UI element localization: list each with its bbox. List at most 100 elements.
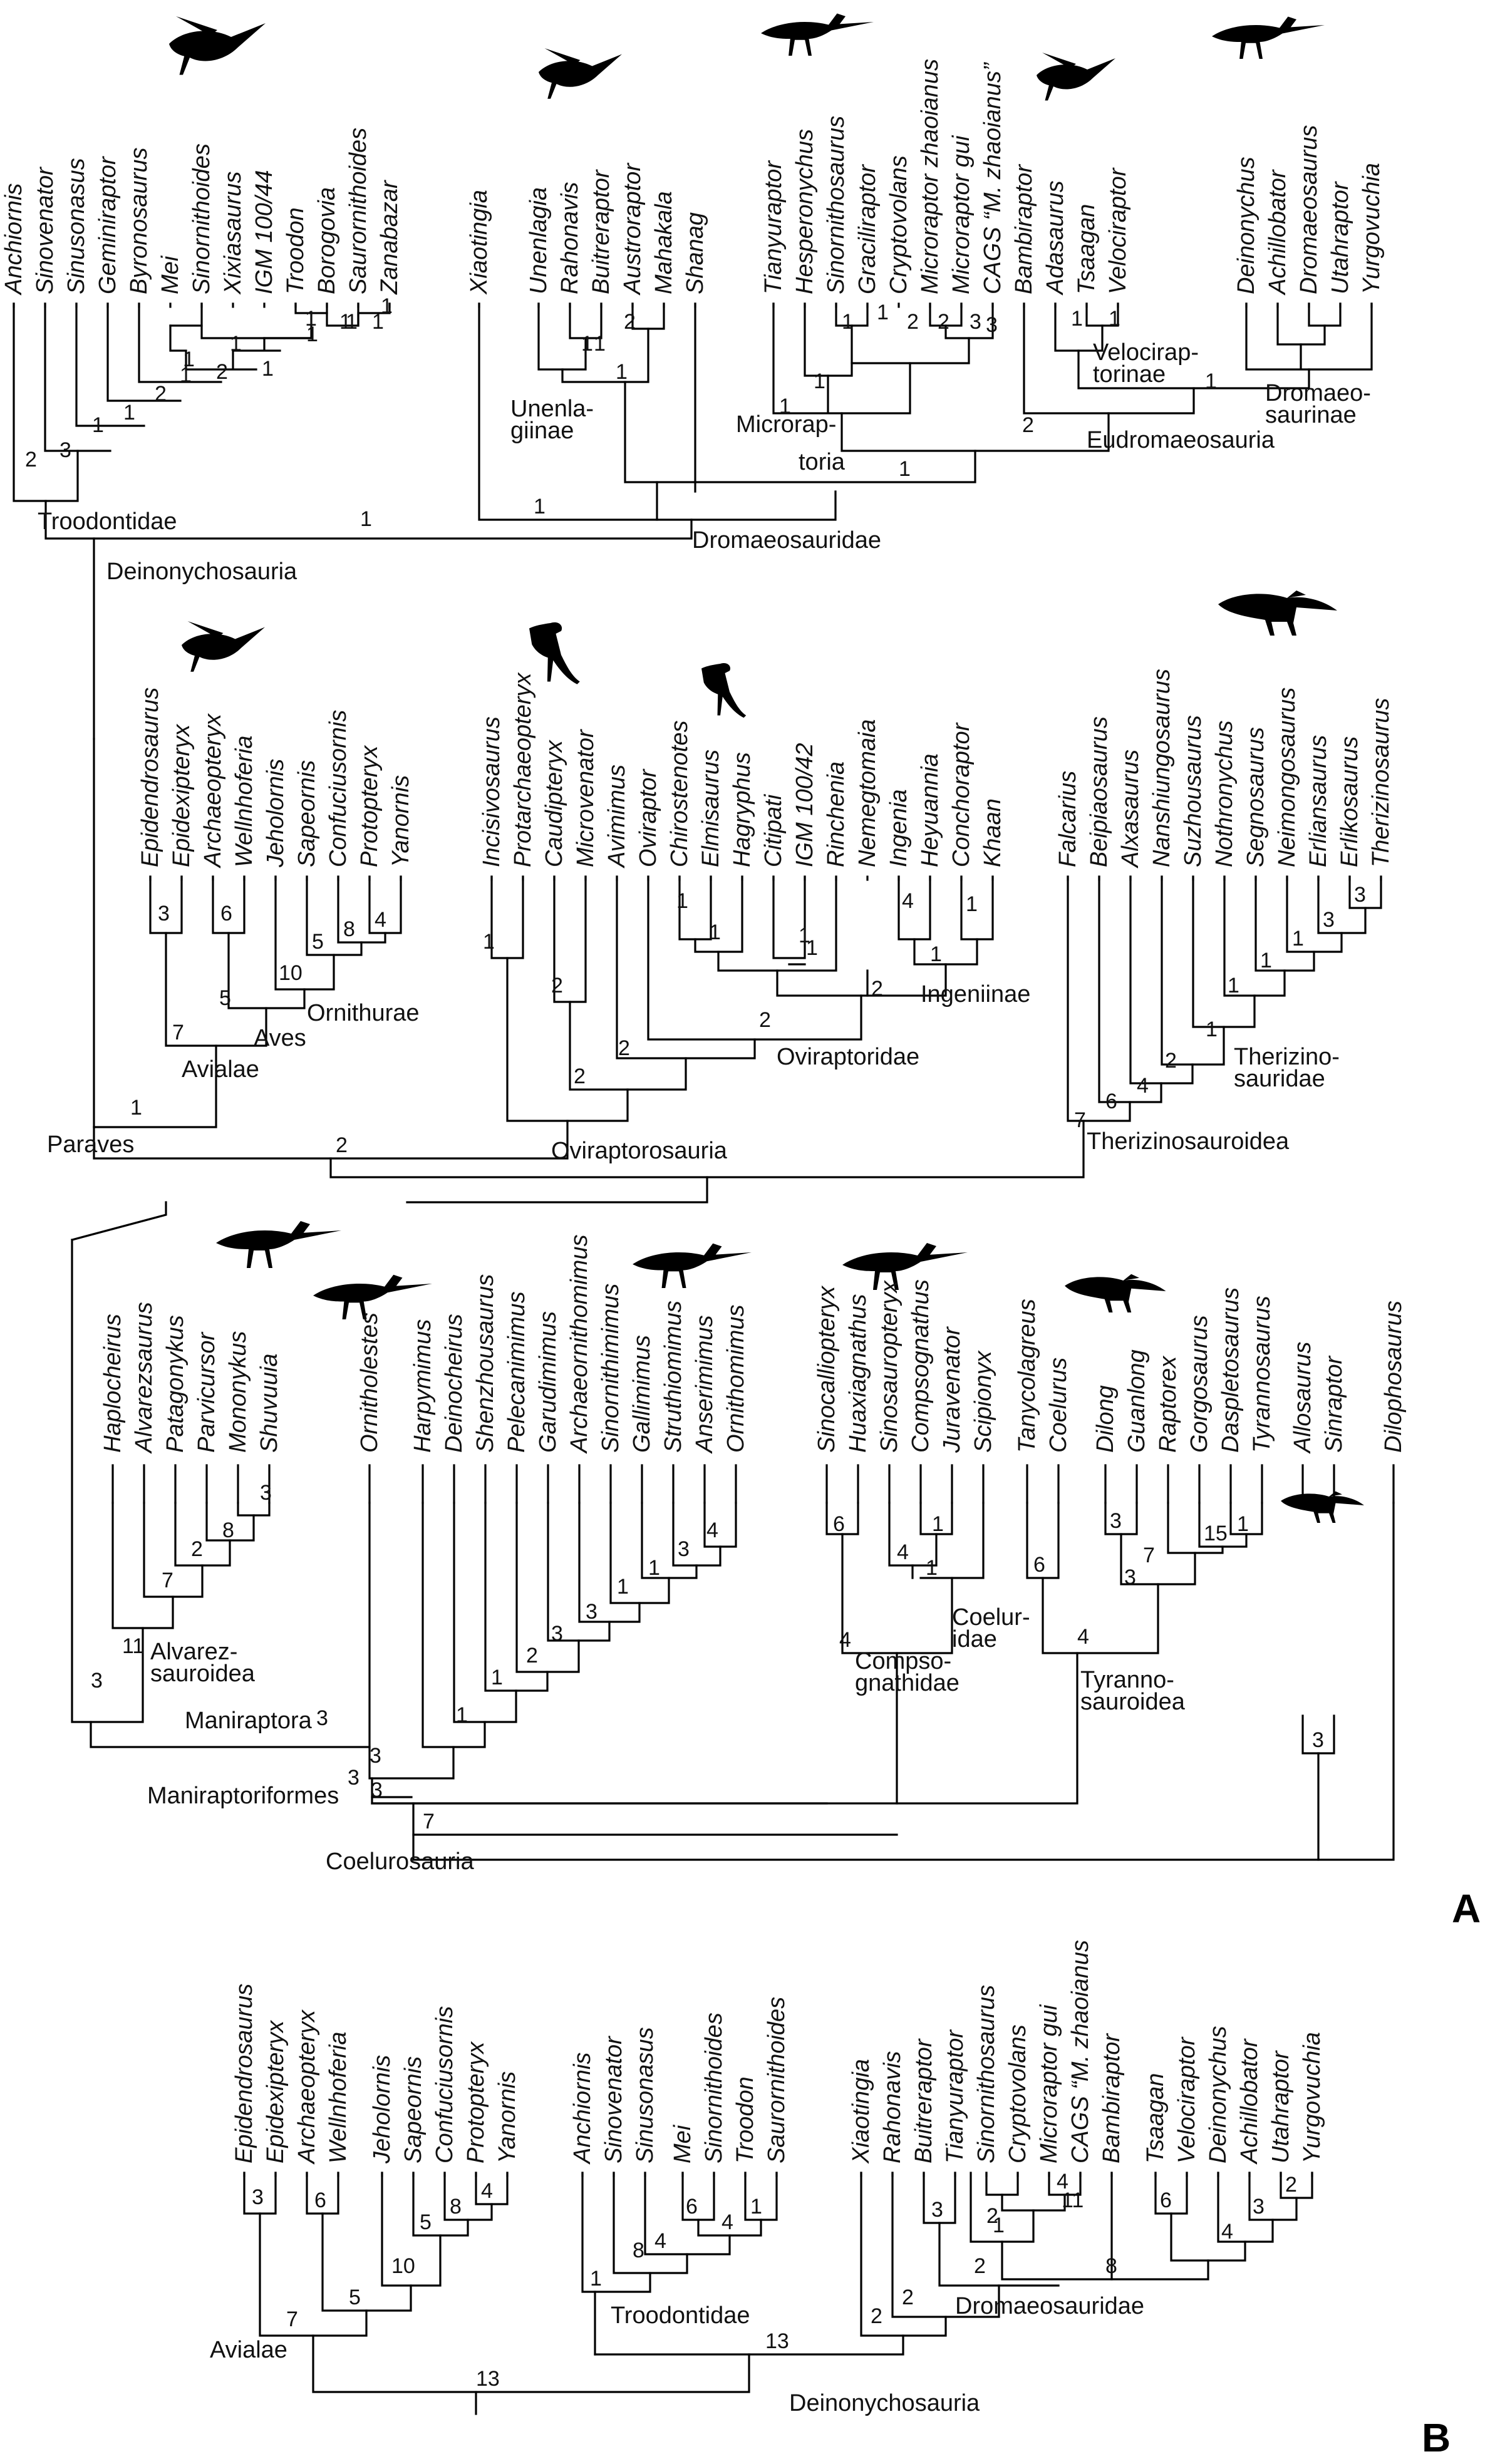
tree-branch (717, 875, 837, 972)
support-value: 11 (1062, 2188, 1084, 2212)
tree-branch (1308, 302, 1342, 327)
support-value: 1 (966, 892, 978, 916)
clade-label: Oviraptoridae (777, 1044, 919, 1070)
support-value: 1 (92, 413, 104, 437)
taxon-label-conchoraptor: Conchoraptor (948, 722, 975, 867)
velociraptorine-silhouette (1037, 53, 1115, 101)
support-value: 2 (759, 1008, 771, 1032)
taxon-label-jeholornis: Jeholornis (262, 759, 289, 868)
support-value: 1 (993, 2214, 1005, 2237)
support-value: 3 (348, 1766, 359, 1790)
taxon-label-deinonychus: Deinonychus (1205, 2026, 1231, 2163)
clade-label: Troodontidae (611, 2302, 750, 2329)
tree-branch (412, 1802, 898, 1836)
taxon-label-epidexipteryx: Epidexipteryx (262, 2019, 289, 2163)
troodontid-silhouette (169, 16, 266, 75)
support-value: 13 (476, 2367, 500, 2391)
support-value: 2 (216, 360, 228, 384)
taxon-label-anchiornis: Anchiornis (1, 183, 27, 296)
support-value: 1 (581, 332, 593, 356)
taxon-label-gemini-raptor: Gemini­raptor (95, 156, 121, 294)
support-value: 3 (1253, 2195, 1265, 2219)
tree-branch (357, 302, 391, 327)
taxon-label-allosaurus: Allosaurus (1290, 1342, 1316, 1454)
support-value: 1 (456, 1703, 468, 1727)
taxon-label-troodon: Troodon (732, 2076, 758, 2163)
taxon-label-borogovia: Borogovia (314, 187, 340, 294)
taxon-label-neimongosaurus: Neimongosaurus (1274, 688, 1300, 867)
taxon-label-bambiraptor: Bambiraptor (1099, 2033, 1125, 2163)
support-value: 1 (346, 310, 358, 334)
taxon-label-tsaagan: Tsaagan (1073, 204, 1100, 294)
taxon-label-sinornithoides: Sinornithoides (189, 143, 215, 294)
support-value: 1 (616, 360, 628, 384)
taxon-label-dromaeosaurus: Dromaeosaurus (1296, 125, 1322, 294)
taxon-label-microraptor-gui: Microraptor gui (1036, 2004, 1062, 2163)
taxon-label-beipiaosaurus: Beipiaosaurus (1086, 716, 1112, 867)
tree-branch (1110, 2172, 1209, 2281)
support-value: 2 (1022, 413, 1034, 437)
clade-label: Coelurosauria (326, 1848, 474, 1875)
support-value: 5 (312, 930, 324, 954)
taxon-label-epidexipteryx: Epidexipteryx (168, 723, 195, 867)
support-value: 5 (349, 2286, 361, 2309)
support-value: 1 (842, 310, 854, 334)
support-value: 5 (219, 986, 231, 1010)
taxon-label-sinosauropteryx: Sinosauropteryx (876, 1279, 903, 1453)
taxon-label-erliansaurus: Erliansaurus (1305, 735, 1332, 867)
taxon-label-epidendrosaurus: Epidendrosaurus (231, 1984, 257, 2163)
support-value: 2 (624, 310, 636, 334)
tree-branches (13, 302, 1395, 2415)
support-value: 3 (371, 1778, 383, 1802)
taxon-label-tyrannosaurus: Tyrannosaurus (1249, 1296, 1275, 1453)
taxon-label-confuciusornis: Confuciusornis (325, 710, 351, 867)
support-value: 2 (618, 1036, 630, 1060)
support-value: 6 (220, 902, 232, 925)
tree-branch (841, 412, 1110, 452)
taxon-label-zanabazar: Zanabazar (376, 180, 403, 295)
taxon-label-mei: Mei (157, 255, 184, 294)
taxon-label-deinonychus: Deinonychus (1233, 157, 1259, 294)
support-value: 1 (360, 507, 372, 531)
taxon-label-patagonykus: Patagonykus (162, 1315, 189, 1453)
support-value: 1 (709, 920, 721, 944)
taxon-label-elmisaurus: Elmisaurus (698, 750, 724, 867)
taxon-label-caudipteryx: Caudipteryx (541, 739, 567, 867)
support-value: 1 (130, 1096, 142, 1120)
silhouettes (169, 13, 1364, 1523)
support-value: 1 (930, 942, 942, 966)
taxon-label-therizinosaurus: Therizinosaurus (1368, 698, 1394, 867)
taxon-label-huaxiagnathus: Huaxiagnathus (845, 1294, 871, 1453)
tree-branch (1042, 1577, 1159, 1654)
support-value: 1 (899, 457, 911, 481)
tree-branch (111, 1502, 174, 1629)
support-value: 4 (1077, 1625, 1089, 1649)
taxon-label-suzhousaurus: Suzhousaurus (1180, 715, 1206, 867)
oviraptorid-silhouette (701, 663, 747, 718)
taxon-label-gorgosaurus: Gorgosaurus (1186, 1315, 1213, 1453)
taxon-label-byronosaurus: Byronosaurus (126, 148, 152, 294)
taxon-label-velociraptor: Velociraptor (1105, 167, 1131, 294)
clade-label: Dromaeosauridae (955, 2293, 1144, 2319)
support-value: 3 (678, 1537, 690, 1561)
tree-branch (490, 875, 524, 959)
support-value: 2 (986, 2204, 998, 2228)
support-value: 3 (252, 2185, 264, 2209)
taxon-label-achillobator: Achillobator (1265, 169, 1291, 296)
taxon-label-rinchenia: Rinchenia (823, 761, 849, 867)
taxon-label-unenlagia: Unenlagia (525, 187, 552, 294)
tree-branch (985, 2172, 1019, 2196)
support-value: 3 (91, 1669, 103, 1693)
taxon-label-archaeornithomimus: Archaeornithomimus (566, 1235, 592, 1454)
taxon-label-sinornithosaurus: Sinornithosaurus (973, 1985, 1000, 2163)
taxon-label-heyuannia: Heyuannia (917, 753, 943, 867)
taxon-label-buitreraptor: Buitreraptor (911, 2038, 937, 2163)
clade-label: Avialae (182, 1056, 259, 1083)
support-value: 11 (122, 1634, 144, 1658)
support-value: 1 (926, 1556, 938, 1580)
support-value: 1 (230, 332, 242, 356)
clade-label: idae (952, 1626, 997, 1652)
taxon-label-dilophosaurus: Dilophosaurus (1380, 1301, 1407, 1453)
tree-branch (169, 324, 257, 371)
taxon-label-nothronychus: Nothronychus (1211, 721, 1238, 867)
